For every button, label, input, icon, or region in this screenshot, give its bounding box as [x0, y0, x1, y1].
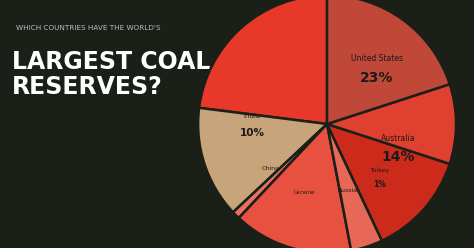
Text: WHICH COUNTRIES HAVE THE WORLD'S: WHICH COUNTRIES HAVE THE WORLD'S	[16, 25, 161, 31]
Text: 10%: 10%	[240, 128, 265, 138]
Text: Australia: Australia	[381, 134, 415, 143]
Wedge shape	[239, 124, 351, 248]
Wedge shape	[233, 124, 327, 218]
Text: 1%: 1%	[374, 180, 386, 189]
Text: LARGEST COAL
RESERVES?: LARGEST COAL RESERVES?	[12, 50, 210, 99]
Text: Turkey: Turkey	[370, 168, 390, 173]
Text: 23%: 23%	[360, 71, 393, 85]
Text: China: China	[262, 166, 280, 171]
Wedge shape	[327, 0, 450, 124]
Wedge shape	[327, 124, 382, 248]
Wedge shape	[198, 108, 327, 212]
Wedge shape	[327, 124, 450, 241]
Text: United States: United States	[351, 54, 402, 63]
Wedge shape	[327, 84, 456, 164]
Text: Ukraine: Ukraine	[293, 190, 315, 195]
Text: Russia: Russia	[338, 188, 358, 193]
Wedge shape	[199, 0, 327, 124]
Text: 14%: 14%	[382, 151, 415, 164]
Text: India: India	[244, 113, 261, 119]
